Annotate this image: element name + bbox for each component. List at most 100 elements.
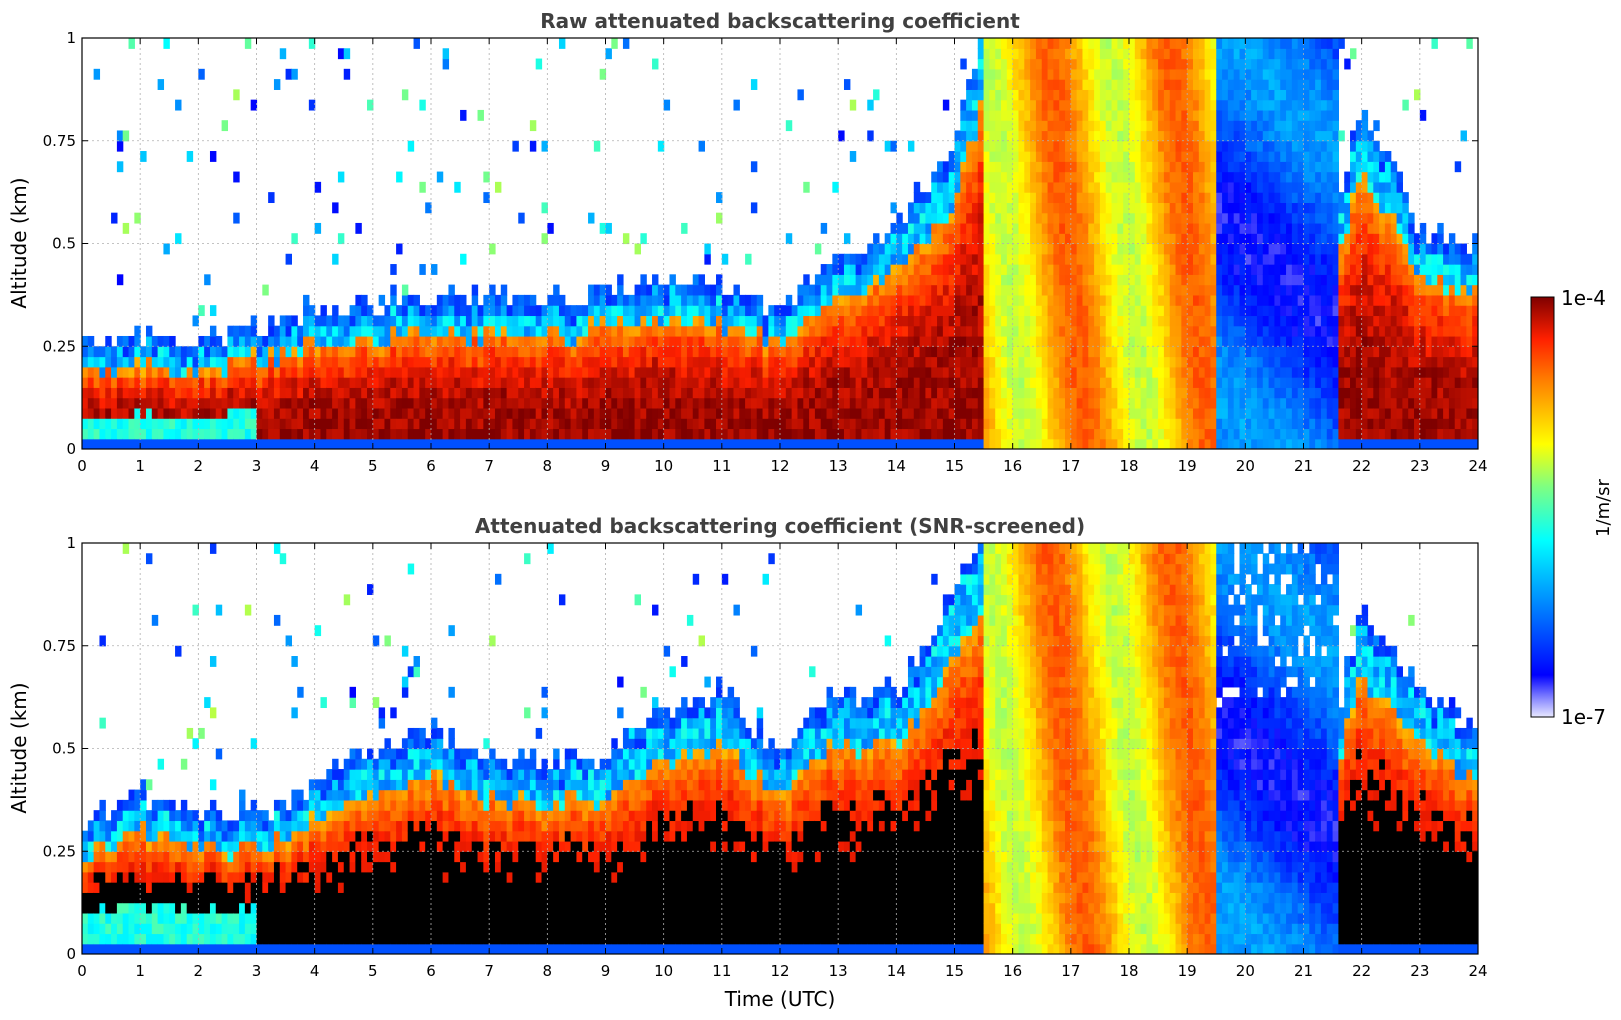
heatmap-cell — [1105, 315, 1113, 327]
heatmap-cell — [1320, 366, 1328, 378]
heatmap-cell — [1303, 38, 1310, 49]
heatmap-cell — [937, 181, 944, 193]
heatmap-cell — [390, 325, 397, 337]
heatmap-cell — [1006, 161, 1014, 173]
heatmap-cell — [204, 418, 211, 430]
heatmap-cell — [780, 346, 787, 358]
heatmap-cell — [122, 346, 130, 358]
heatmap-cell — [1001, 120, 1008, 132]
heatmap-cell — [489, 335, 496, 347]
heatmap-cell — [198, 377, 205, 388]
heatmap-cell — [1239, 99, 1246, 111]
heatmap-cell — [785, 407, 793, 419]
heatmap-cell — [1216, 140, 1223, 152]
heatmap-cell — [1082, 68, 1089, 80]
heatmap-cell — [361, 305, 368, 317]
heatmap-cell — [855, 397, 863, 409]
heatmap-cell — [1192, 407, 1200, 419]
heatmap-cell — [966, 89, 973, 101]
heatmap-cell — [494, 428, 502, 440]
heatmap-cell — [1041, 79, 1049, 90]
heatmap-cell — [588, 294, 595, 306]
heatmap-cell — [1117, 305, 1124, 317]
heatmap-cell — [273, 407, 281, 419]
heatmap-cell — [675, 315, 682, 327]
heatmap-cell — [1326, 222, 1334, 234]
heatmap-cell — [1111, 120, 1118, 132]
heatmap-cell — [1198, 130, 1206, 142]
heatmap-cell — [1047, 366, 1054, 378]
heatmap-cell — [989, 397, 996, 409]
heatmap-cell — [913, 428, 921, 440]
heatmap-cell — [1163, 428, 1171, 440]
heatmap-cell — [1024, 171, 1031, 183]
heatmap-cell — [1146, 130, 1153, 142]
heatmap-cell — [343, 428, 351, 440]
heatmap-cell — [692, 397, 700, 409]
heatmap-cell — [1227, 130, 1235, 142]
heatmap-cell — [343, 366, 351, 378]
heatmap-cell — [1053, 366, 1060, 378]
heatmap-cell — [384, 335, 391, 347]
heatmap-cell — [1291, 181, 1299, 193]
heatmap-cell — [1076, 109, 1084, 121]
heatmap-cell — [297, 335, 304, 347]
heatmap-cell — [1309, 192, 1316, 204]
heatmap-cell — [983, 428, 990, 440]
heatmap-cell — [1303, 407, 1310, 419]
heatmap-cell — [1012, 325, 1020, 337]
heatmap-cell — [838, 407, 845, 419]
heatmap-cell — [849, 253, 857, 265]
heatmap-cell — [785, 315, 793, 327]
heatmap-cell — [93, 377, 101, 388]
heatmap-cell — [471, 305, 479, 317]
heatmap-cell — [1024, 130, 1031, 142]
heatmap-cell — [378, 407, 386, 419]
heatmap-cell — [1216, 120, 1223, 132]
heatmap-cell — [349, 428, 356, 440]
heatmap-cell — [558, 315, 566, 327]
heatmap-cell — [977, 243, 985, 255]
heatmap-cell — [1187, 151, 1194, 162]
heatmap-cell — [739, 325, 746, 337]
heatmap-cell — [617, 377, 624, 388]
heatmap-cell — [1175, 294, 1182, 306]
heatmap-cell — [826, 274, 833, 286]
heatmap-cell — [1018, 428, 1025, 440]
heatmap-cell — [1094, 233, 1101, 245]
heatmap-cell — [1082, 233, 1089, 245]
heatmap-cell — [192, 397, 199, 409]
heatmap-cell — [239, 438, 246, 449]
heatmap-cell — [326, 387, 333, 399]
heatmap-cell — [1111, 397, 1118, 409]
heatmap-cell — [681, 407, 688, 419]
heatmap-cell — [512, 428, 519, 440]
heatmap-cell — [1001, 38, 1008, 49]
heatmap-cell — [750, 418, 758, 430]
heatmap-cell — [1076, 48, 1084, 60]
heatmap-cell — [553, 387, 560, 399]
heatmap-cell — [1024, 48, 1031, 60]
heatmap-cell — [1262, 99, 1270, 111]
heatmap-cell — [1297, 335, 1305, 347]
heatmap-cell — [605, 346, 612, 358]
heatmap-cell — [1192, 428, 1200, 440]
heatmap-cell — [1152, 212, 1159, 224]
heatmap-cell — [989, 68, 996, 80]
heatmap-cell — [1274, 109, 1281, 121]
heatmap-cell — [506, 356, 514, 368]
heatmap-cell — [1245, 109, 1252, 121]
heatmap-cell — [1286, 377, 1293, 388]
heatmap-cell — [1216, 89, 1223, 101]
heatmap-cell — [971, 356, 979, 368]
heatmap-cell — [902, 366, 909, 378]
heatmap-cell — [657, 315, 665, 327]
heatmap-cell — [768, 428, 775, 440]
heatmap-cell — [843, 356, 851, 368]
heatmap-cell — [814, 346, 822, 358]
heatmap-cell — [1239, 222, 1246, 234]
heatmap-cell — [907, 315, 915, 327]
heatmap-cell — [448, 356, 455, 368]
heatmap-cell — [1280, 284, 1287, 296]
heatmap-cell — [745, 366, 752, 378]
